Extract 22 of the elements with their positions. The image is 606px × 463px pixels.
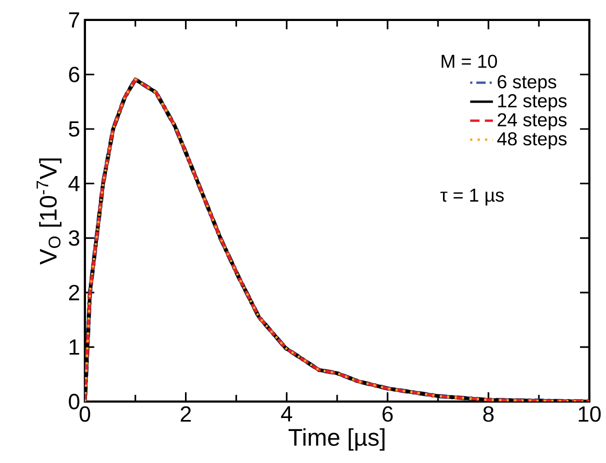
y-tick-label: 1 xyxy=(70,339,80,354)
x-tick-label: 2 xyxy=(180,406,191,422)
y-tick-label: 4 xyxy=(68,176,80,191)
y-tick-label: 2 xyxy=(69,284,80,300)
y-axis-title: V$_{O}$ [10$^{-7}$V] xyxy=(36,158,62,264)
annotation: τ = 1 µs xyxy=(440,188,504,206)
y-tick-label: 6 xyxy=(69,66,80,82)
x-tick-label: 6 xyxy=(382,406,393,422)
x-axis-title: Time [µs] xyxy=(288,428,384,450)
legend-label: 48 steps xyxy=(497,132,567,149)
legend-label: 24 steps xyxy=(498,112,567,130)
legend-title: M = 10 xyxy=(442,54,497,68)
legend-label: 12 steps xyxy=(498,94,567,111)
y-tick-label: 3 xyxy=(68,230,80,246)
y-tick-label: 0 xyxy=(68,394,80,410)
x-tick-label: 8 xyxy=(483,406,494,422)
x-tick-label: 10 xyxy=(578,406,601,422)
x-tick-label: 0 xyxy=(80,406,90,422)
y-tick-label: 5 xyxy=(68,121,80,136)
y-tick-label: 7 xyxy=(69,12,80,28)
legend-label: 6 steps xyxy=(498,74,556,92)
x-tick-label: 4 xyxy=(281,406,292,422)
